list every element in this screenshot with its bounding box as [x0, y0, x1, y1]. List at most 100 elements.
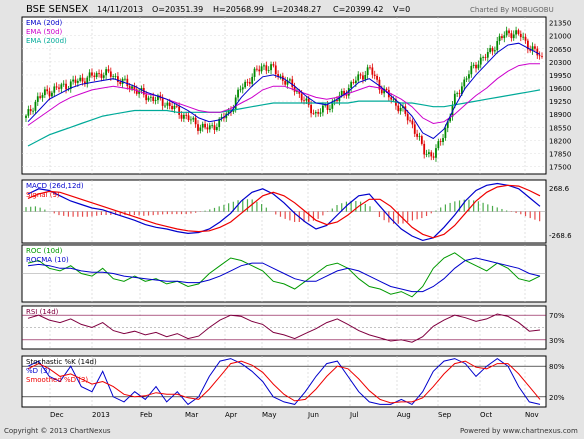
- candle-body: [428, 152, 430, 154]
- candle-body: [435, 148, 437, 158]
- candle-body: [65, 83, 67, 90]
- candle-body: [458, 93, 461, 95]
- candle-body: [274, 65, 277, 75]
- candle-body: [336, 100, 338, 102]
- candle-body: [239, 89, 242, 91]
- candle-body: [116, 76, 119, 83]
- candle-body: [199, 127, 202, 131]
- candle-body: [114, 76, 117, 78]
- candle-body: [329, 108, 331, 110]
- candle-body: [366, 67, 369, 75]
- candle-body: [317, 112, 320, 114]
- candle-body: [131, 86, 133, 89]
- y-tick-label: 70%: [549, 312, 565, 320]
- candle-body: [491, 48, 494, 52]
- stoch-k-line: [27, 357, 541, 406]
- candle-body: [161, 98, 164, 106]
- candle-body: [541, 56, 543, 57]
- candle-body: [246, 81, 249, 83]
- x-tick-label: Aug: [397, 411, 411, 419]
- candle-body: [84, 81, 86, 85]
- candle-body: [53, 86, 56, 93]
- candle-body: [338, 95, 341, 102]
- candle-body: [364, 74, 367, 80]
- signal-line: [27, 184, 541, 239]
- candle-body: [425, 153, 428, 155]
- legend-entry: EMA (50d): [26, 28, 63, 36]
- candle-body: [79, 77, 82, 81]
- candle-body: [423, 143, 426, 155]
- candle-body: [310, 104, 312, 114]
- candle-body: [51, 92, 53, 97]
- candle-body: [430, 152, 433, 157]
- candle-body: [371, 67, 374, 75]
- candle-body: [340, 90, 343, 96]
- candle-body: [149, 96, 152, 98]
- candle-body: [227, 109, 230, 114]
- y-tick-label: 17850: [549, 150, 571, 158]
- candle-body: [43, 89, 46, 96]
- candle-body: [489, 48, 492, 53]
- candle-body: [515, 30, 517, 35]
- legend-entry: Stochastic %K (14d): [26, 358, 97, 366]
- candle-body: [343, 90, 345, 95]
- candle-body: [211, 125, 214, 127]
- candle-body: [60, 84, 63, 89]
- y-tick-label: 18900: [549, 111, 571, 119]
- candle-body: [298, 91, 301, 94]
- candle-body: [501, 36, 503, 39]
- candle-body: [536, 48, 539, 56]
- candle-body: [284, 80, 287, 85]
- candle-body: [74, 79, 77, 83]
- candle-body: [102, 75, 105, 78]
- candle-body: [213, 125, 216, 130]
- candle-body: [496, 41, 499, 51]
- x-tick-label: 2013: [92, 411, 110, 419]
- candle-body: [475, 64, 477, 69]
- candle-body: [241, 87, 244, 90]
- y-tick-label: 19600: [549, 85, 571, 93]
- candle-body: [48, 91, 51, 97]
- candle-body: [307, 98, 310, 105]
- y-tick-label: 20650: [549, 46, 571, 54]
- candle-body: [69, 81, 72, 89]
- candle-body: [112, 76, 115, 78]
- candle-body: [133, 86, 136, 90]
- candle-body: [72, 79, 75, 82]
- candle-body: [164, 105, 166, 107]
- candle-body: [215, 127, 218, 130]
- legend-entry: ROCMA (10): [26, 256, 69, 264]
- candle-body: [55, 86, 58, 88]
- candle-body: [272, 64, 275, 66]
- candle-body: [324, 104, 327, 106]
- y-tick-label: 19250: [549, 98, 571, 106]
- ema50-line: [27, 63, 540, 126]
- candle-body: [197, 124, 199, 131]
- candle-body: [503, 35, 506, 39]
- candle-body: [128, 86, 131, 89]
- candle-body: [25, 115, 27, 118]
- candle-body: [119, 82, 122, 84]
- candle-body: [362, 75, 364, 80]
- candle-body: [291, 79, 294, 87]
- candle-body: [460, 86, 463, 95]
- panel-1-plot-area: [21, 16, 547, 175]
- candle-body: [173, 105, 176, 110]
- candle-body: [479, 57, 482, 65]
- candle-body: [220, 116, 223, 119]
- candle-body: [277, 74, 280, 77]
- candle-body: [138, 90, 140, 94]
- candle-body: [248, 82, 251, 84]
- candle-body: [357, 74, 360, 81]
- candle-body: [124, 78, 126, 80]
- legend-entry: %D (3): [26, 367, 50, 375]
- y-tick-label: 19950: [549, 72, 571, 80]
- candle-body: [416, 133, 419, 137]
- candle-body: [456, 93, 459, 95]
- x-tick-label: Sep: [438, 411, 452, 419]
- candle-body: [390, 97, 393, 100]
- candle-body: [399, 107, 402, 112]
- candle-body: [432, 156, 435, 158]
- candle-body: [187, 115, 190, 121]
- candle-body: [409, 120, 411, 122]
